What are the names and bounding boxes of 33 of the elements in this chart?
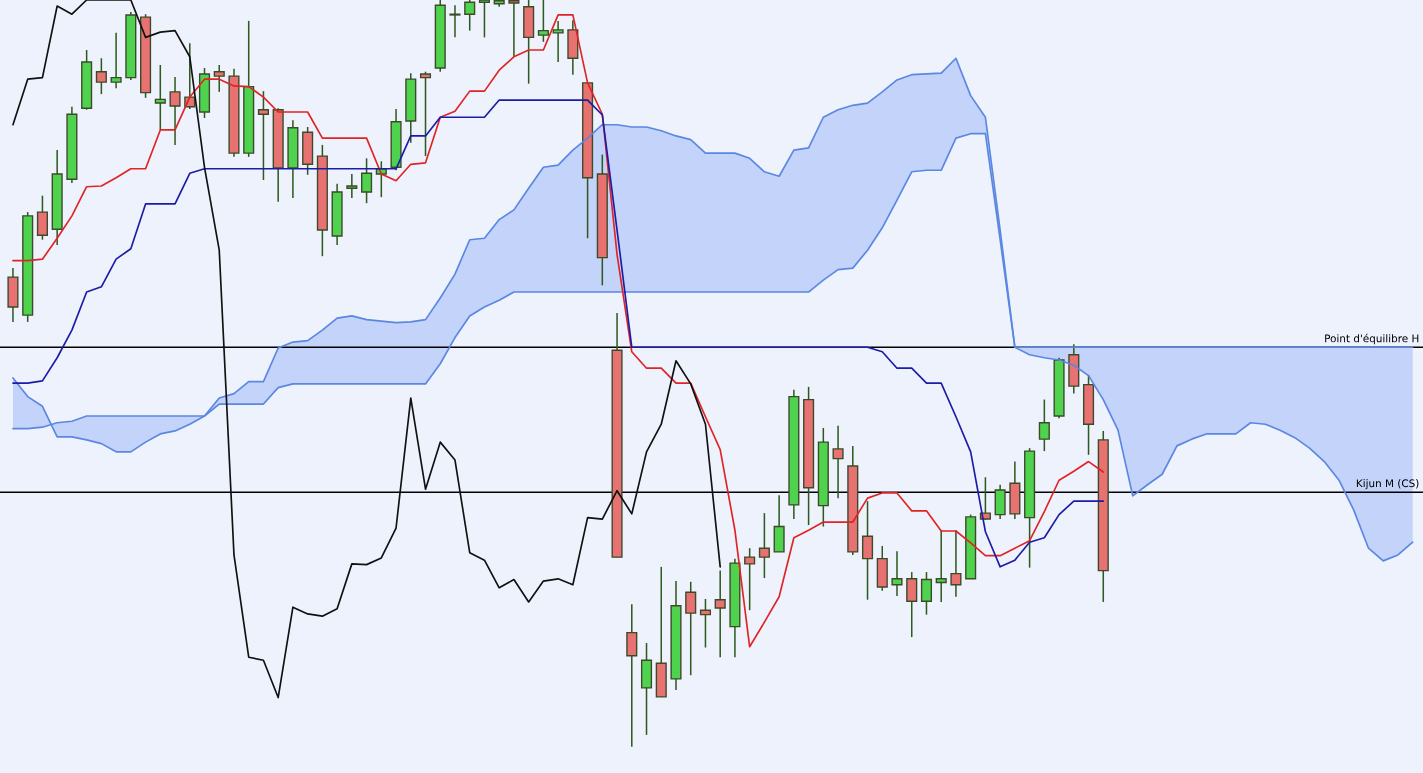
candlestick (685, 581, 697, 676)
candlestick (1038, 398, 1050, 452)
candlestick (552, 20, 564, 63)
candlestick (478, 0, 491, 39)
candlestick (891, 550, 903, 597)
candlestick (935, 529, 947, 603)
candlestick (110, 32, 122, 89)
candlestick (419, 70, 432, 157)
candlestick (714, 569, 726, 659)
candlestick (832, 424, 844, 499)
candlestick (36, 194, 48, 241)
candlestick (979, 476, 991, 521)
candlestick (449, 4, 461, 39)
candlestick (950, 529, 962, 598)
candlestick (758, 512, 770, 579)
ref-line-label: Point d'équilibre H (1325, 333, 1419, 345)
candlestick (154, 64, 166, 131)
candlestick (626, 603, 638, 748)
candlestick (508, 0, 520, 58)
ref-line-label: Kijun M (CS) (1356, 479, 1419, 490)
candlestick (861, 500, 874, 601)
candlestick (699, 598, 712, 649)
candlestick (920, 571, 933, 616)
candlestick (169, 76, 181, 146)
candlestick (257, 90, 269, 181)
candlestick (361, 157, 373, 204)
candlestick (744, 547, 756, 611)
candlestick (95, 57, 107, 95)
candlestick (464, 0, 476, 32)
candlestick (213, 64, 225, 93)
candlestick (346, 173, 358, 199)
candlestick (537, 0, 549, 43)
candlestick (906, 571, 918, 638)
